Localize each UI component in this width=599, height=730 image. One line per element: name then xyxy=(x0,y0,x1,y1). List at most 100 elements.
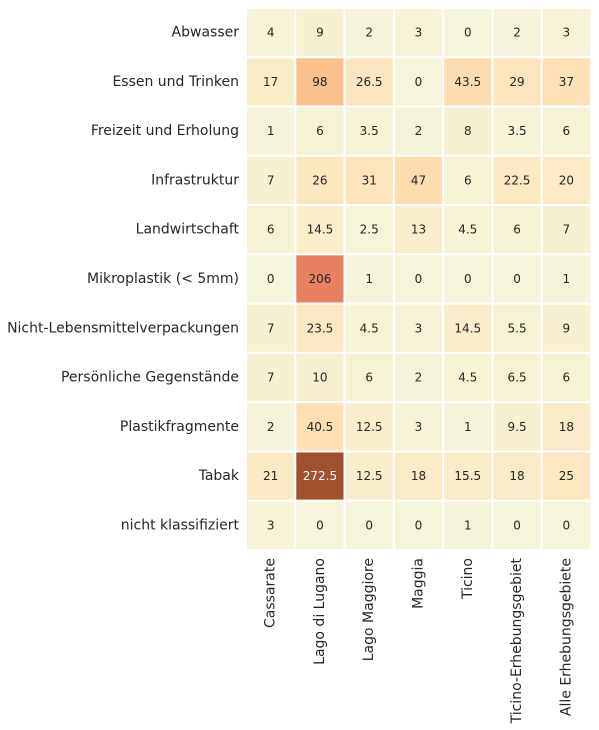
heatmap-cell xyxy=(540,105,593,157)
heatmap-cell xyxy=(491,450,543,502)
cell-value-label: 6 xyxy=(267,223,275,237)
cell-value-label: 12.5 xyxy=(356,420,383,434)
cell-value-label: 21 xyxy=(263,469,278,483)
row-tick-label: Abwasser xyxy=(172,25,240,41)
cell-value-label: 3 xyxy=(415,321,423,335)
cell-value-label: 6 xyxy=(365,371,373,385)
heatmap-cell xyxy=(294,105,346,157)
cell-value-label: 4.5 xyxy=(458,371,477,385)
cell-value-label: 1 xyxy=(464,420,472,434)
cell-value-label: 0 xyxy=(415,75,423,89)
cell-value-label: 23.5 xyxy=(307,321,334,335)
heatmap-cell xyxy=(245,204,297,256)
cell-value-label: 1 xyxy=(267,124,275,138)
cell-value-label: 2 xyxy=(513,26,521,40)
row-tick-label: nicht klassifiziert xyxy=(121,517,240,533)
cell-value-label: 4.5 xyxy=(458,223,477,237)
cell-value-label: 26.5 xyxy=(356,75,383,89)
row-tick-label: Landwirtschaft xyxy=(136,222,240,238)
cell-value-label: 2 xyxy=(415,371,423,385)
cell-value-label: 13 xyxy=(411,223,426,237)
row-tick-label: Persönliche Gegenstände xyxy=(61,370,239,386)
heatmap-cell xyxy=(343,302,395,354)
heatmap-cell xyxy=(294,351,346,404)
cell-value-label: 1 xyxy=(563,272,571,286)
heatmap-cell xyxy=(392,450,445,502)
cell-value-label: 37 xyxy=(559,75,574,89)
heatmap-cell xyxy=(343,450,395,502)
heatmap-cell xyxy=(245,56,297,108)
cell-value-label: 2 xyxy=(365,26,373,40)
heatmap-cell xyxy=(343,401,395,453)
cell-value-label: 17 xyxy=(263,75,278,89)
column-labels: Cassarate Lago di Lugano Lago Maggiore Magg… xyxy=(263,557,575,724)
heatmap-cell-labels: 4 9 2 3 0 2 317 98 26.5 0 43.5 29 371 6 3.5 2 8 3.5 67 26 31… xyxy=(263,26,574,533)
heatmap-cell xyxy=(343,105,395,157)
heatmap-cells xyxy=(245,7,593,551)
heatmap-cell xyxy=(491,154,543,207)
row-tick-label: Plastikfragmente xyxy=(120,419,239,435)
cell-value-label: 47 xyxy=(411,173,426,187)
cell-value-label: 0 xyxy=(415,272,423,286)
heatmap-cell xyxy=(442,105,494,157)
cell-value-label: 6 xyxy=(563,371,571,385)
cell-value-label: 14.5 xyxy=(307,223,334,237)
cell-value-label: 25 xyxy=(559,469,574,483)
cell-value-label: 18 xyxy=(509,469,524,483)
heatmap-cell xyxy=(540,499,593,551)
cell-value-label: 7 xyxy=(267,371,275,385)
heatmap-cell xyxy=(343,56,395,108)
cell-value-label: 3 xyxy=(415,420,423,434)
cell-value-label: 6.5 xyxy=(508,371,527,385)
heatmap-cell xyxy=(245,351,297,404)
heatmap-cell xyxy=(245,154,297,207)
cell-value-label: 6 xyxy=(513,223,521,237)
heatmap-cell xyxy=(294,253,346,305)
heatmap-cell xyxy=(294,499,346,551)
cell-value-label: 5.5 xyxy=(508,321,527,335)
row-tick-label: Freizeit und Erholung xyxy=(91,123,239,139)
cell-value-label: 3.5 xyxy=(508,124,527,138)
cell-value-label: 29 xyxy=(509,75,524,89)
cell-value-label: 9.5 xyxy=(508,420,527,434)
heatmap-cell xyxy=(491,302,543,354)
heatmap-cell xyxy=(491,351,543,404)
heatmap-cell xyxy=(442,450,494,502)
heatmap-cell xyxy=(442,351,494,404)
cell-value-label: 18 xyxy=(411,469,426,483)
cell-value-label: 10 xyxy=(312,371,327,385)
cell-value-label: 9 xyxy=(563,321,571,335)
cell-value-label: 6 xyxy=(464,173,472,187)
cell-value-label: 98 xyxy=(312,75,327,89)
heatmap-cell xyxy=(442,499,494,551)
heatmap-cell xyxy=(245,450,297,502)
heatmap-cell xyxy=(245,253,297,305)
row-tick-label: Essen und Trinken xyxy=(112,74,239,90)
cell-value-label: 4 xyxy=(267,26,275,40)
cell-value-label: 15.5 xyxy=(454,469,481,483)
heatmap-cell xyxy=(343,499,395,551)
cell-value-label: 3 xyxy=(267,518,275,532)
heatmap-cell xyxy=(392,351,445,404)
cell-value-label: 2 xyxy=(415,124,423,138)
column-tick-label: Alle Erhebungsgebiete xyxy=(558,558,574,716)
cell-value-label: 6 xyxy=(563,124,571,138)
cell-value-label: 0 xyxy=(464,26,472,40)
heatmap-cell xyxy=(392,499,445,551)
heatmap-cell xyxy=(294,154,346,207)
heatmap-cell xyxy=(343,204,395,256)
cell-value-label: 0 xyxy=(563,518,571,532)
cell-value-label: 206 xyxy=(308,272,331,286)
column-tick-label: Ticino-Erhebungsgebiet xyxy=(509,557,525,724)
cell-value-label: 14.5 xyxy=(454,321,481,335)
cell-value-label: 0 xyxy=(513,518,521,532)
heatmap-cell xyxy=(442,56,494,108)
cell-value-label: 0 xyxy=(464,272,472,286)
cell-value-label: 2 xyxy=(267,420,275,434)
cell-value-label: 3 xyxy=(563,26,571,40)
cell-value-label: 0 xyxy=(415,518,423,532)
cell-value-label: 26 xyxy=(312,173,327,187)
cell-value-label: 272.5 xyxy=(303,469,337,483)
heatmap-cell xyxy=(442,401,494,453)
